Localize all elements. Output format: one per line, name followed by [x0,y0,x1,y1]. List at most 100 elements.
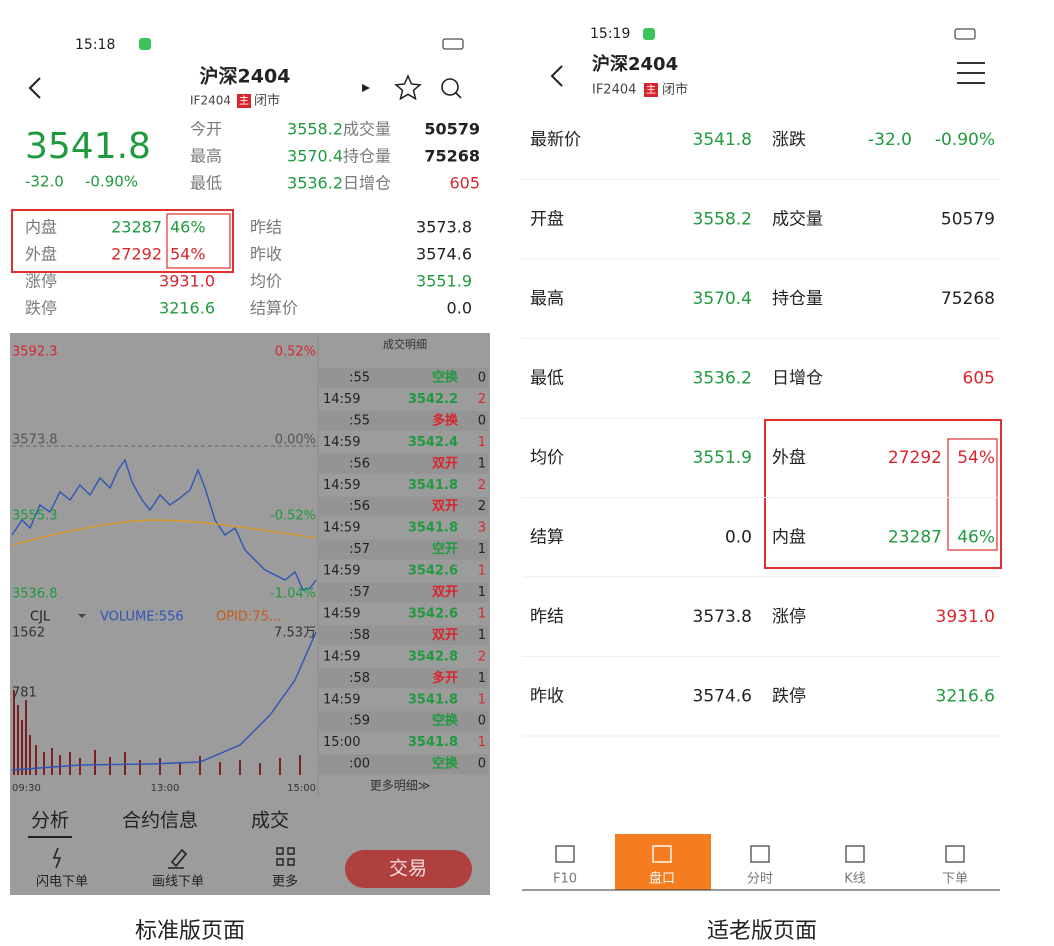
limit-value: 3931.0 [159,272,215,291]
trade-row-bg [319,410,489,431]
row-value: 3216.6 [936,686,995,706]
stat-label: 今开 [190,120,222,139]
tool[interactable]: 闪电下单 [36,875,88,890]
stat-value: 3536.2 [287,174,343,193]
nav-icon [945,845,965,863]
more-icon [276,847,295,866]
status-time: 15:18 [75,37,115,53]
trade-volume: 1 [478,606,486,621]
back-icon[interactable] [550,65,563,87]
row-label: 涨停 [772,607,806,627]
stat-value: 75268 [424,147,480,166]
code: IF2404 [190,94,231,108]
stat-label: 持仓量 [343,147,391,166]
trade-price: 多开 [432,670,458,686]
limit-label: 跌停 [25,299,57,318]
trade-price: 3542.2 [408,392,458,407]
trade-volume: 2 [478,392,486,407]
price-axis-label: 3536.8 [12,587,58,602]
trade-volume: 0 [478,371,486,386]
trade-volume: 2 [478,649,486,664]
row-label: 昨收 [530,686,564,706]
trade-volume: 1 [478,542,486,557]
price-line [11,458,317,591]
trade-row-bg [319,496,489,517]
trade-button-label[interactable]: 交易 [389,858,427,880]
tool[interactable]: 画线下单 [152,875,204,890]
nav-label[interactable]: 分时 [747,872,773,887]
trade-time: :58 [349,628,370,643]
trade-time: 15:00 [323,735,360,750]
stat-label: 成交量 [343,120,391,139]
trade-price: 空开 [432,541,458,557]
trade-button[interactable] [345,850,472,888]
oi-line [11,631,317,771]
trade-price: 3542.4 [408,435,458,450]
trade-time: 14:59 [323,392,360,407]
trade-price: 空换 [432,713,459,729]
stat-value: 3558.2 [287,120,343,139]
status-time: 15:19 [590,26,630,42]
stat-label: 最高 [190,147,222,166]
search-icon-handle [455,92,462,99]
trade-row-bg [319,582,489,603]
trade-time: 14:59 [323,478,360,493]
dropdown-icon [78,614,86,618]
trade-row-bg [319,625,489,646]
trade-row-bg [319,668,489,689]
row-value: 0.0 [725,527,752,547]
row-label: 外盘 [772,448,806,468]
trade-price: 3541.8 [408,735,458,750]
tab[interactable]: 成交 [251,810,289,832]
trade-row-bg [319,453,489,474]
tag-box [237,94,251,108]
star-icon[interactable] [394,74,422,101]
stat-value: 50579 [424,120,480,139]
row-label: 最新价 [530,130,581,150]
trade-volume: 3 [478,521,486,536]
flash-icon [52,847,62,869]
trade-price: 空换 [432,756,459,772]
row-label: 内盘 [772,527,806,547]
trade-volume: 2 [478,478,486,493]
search-icon[interactable] [441,78,459,96]
prev-value: 3574.6 [416,245,472,264]
draw-icon [168,848,188,869]
change-pct: -0.90% [85,173,138,191]
trade-row-bg [319,368,489,388]
menu-icon[interactable] [957,62,985,84]
row-value: 3931.0 [936,607,995,627]
nav-label[interactable]: F10 [553,872,577,887]
pct-axis-label: -0.52% [270,509,316,524]
back-icon[interactable] [28,77,41,99]
nav-label[interactable]: 下单 [942,872,968,887]
trade-volume: 1 [478,435,486,450]
trades-more[interactable]: 更多明细≫ [370,779,431,793]
row-label: 跌停 [772,686,806,706]
pct-axis-label: 0.52% [275,345,316,360]
tool[interactable]: 更多 [272,874,298,890]
row-value: 3558.2 [693,209,752,229]
row-label: 最高 [530,289,564,309]
avg-line [11,519,317,546]
row-label: 结算 [530,527,564,547]
play-icon[interactable] [362,84,370,92]
row-label: 均价 [530,448,564,468]
prev-label: 昨结 [250,218,282,237]
trade-time: :58 [349,671,370,686]
trade-price: 3541.8 [408,692,458,707]
nav-label[interactable]: K线 [844,872,866,887]
row-label: 日增仓 [772,368,823,388]
book-value: 27292 [111,245,162,264]
tab[interactable]: 合约信息 [122,810,198,832]
row-value: 3574.6 [693,686,752,706]
nav-label[interactable]: 盘口 [649,871,675,887]
row-value: 23287 [888,527,942,547]
tag: 主 [646,84,656,96]
tab[interactable]: 分析 [31,810,69,832]
time-label: 15:00 [287,783,316,794]
time-label: 09:30 [12,783,41,794]
status-icon [139,38,151,50]
highlight-box-small [166,213,231,269]
